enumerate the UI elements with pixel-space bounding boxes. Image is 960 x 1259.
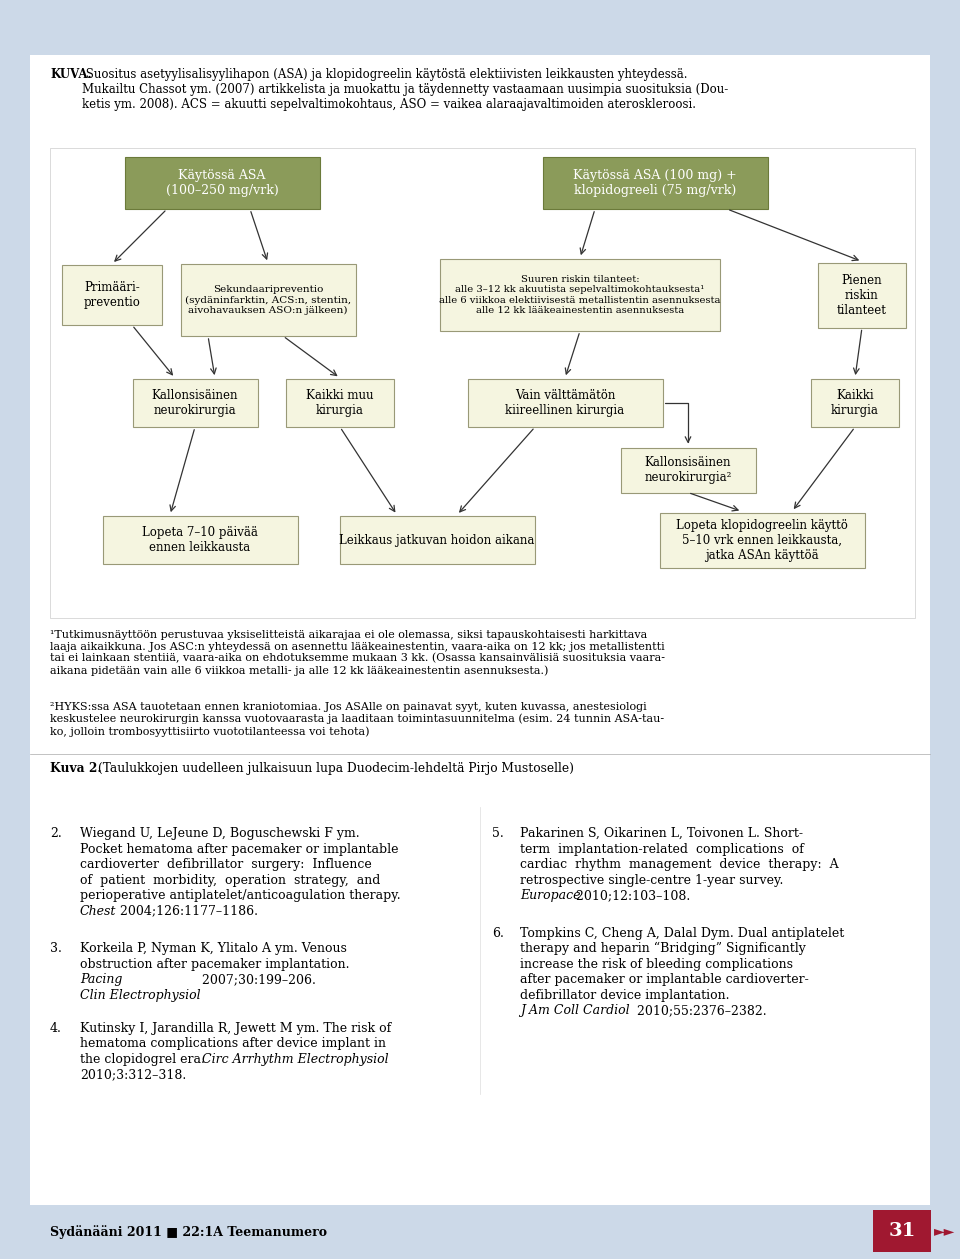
Text: Kallonsisäinen
neurokirurgia: Kallonsisäinen neurokirurgia (152, 389, 238, 417)
Text: hematoma complications after device implant in: hematoma complications after device impl… (80, 1037, 386, 1050)
FancyBboxPatch shape (103, 516, 298, 564)
Text: Suositus asetyylisalisyylihapon (ASA) ja klopidogreelin käytöstä elektiivisten l: Suositus asetyylisalisyylihapon (ASA) ja… (82, 68, 729, 111)
Text: Clin Electrophysiol: Clin Electrophysiol (80, 988, 201, 1001)
FancyBboxPatch shape (542, 157, 767, 209)
Text: cardiac  rhythm  management  device  therapy:  A: cardiac rhythm management device therapy… (520, 857, 839, 871)
Text: obstruction after pacemaker implantation.: obstruction after pacemaker implantation… (80, 958, 349, 971)
Text: 2010;55:2376–2382.: 2010;55:2376–2382. (633, 1003, 767, 1017)
Text: Circ Arrhythm Electrophysiol: Circ Arrhythm Electrophysiol (198, 1053, 389, 1066)
Text: Wiegand U, LeJeune D, Boguschewski F ym.: Wiegand U, LeJeune D, Boguschewski F ym. (80, 827, 360, 840)
FancyBboxPatch shape (62, 264, 162, 325)
Text: KUVA.: KUVA. (50, 68, 91, 81)
Text: retrospective single-centre 1-year survey.: retrospective single-centre 1-year surve… (520, 874, 783, 886)
Text: Sydänääni 2011 ■ 22:1A Teemanumero: Sydänääni 2011 ■ 22:1A Teemanumero (50, 1225, 327, 1239)
Text: Chest: Chest (80, 904, 116, 918)
Text: Käytössä ASA (100 mg) +
klopidogreeli (75 mg/vrk): Käytössä ASA (100 mg) + klopidogreeli (7… (573, 169, 737, 196)
Text: Lopeta 7–10 päivää
ennen leikkausta: Lopeta 7–10 päivää ennen leikkausta (142, 526, 258, 554)
Text: ►►: ►► (934, 1224, 955, 1238)
Text: Lopeta klopidogreelin käyttö
5–10 vrk ennen leikkausta,
jatka ASAn käyttöä: Lopeta klopidogreelin käyttö 5–10 vrk en… (676, 519, 848, 562)
FancyBboxPatch shape (620, 447, 756, 492)
Text: Kaikki
kirurgia: Kaikki kirurgia (831, 389, 879, 417)
Text: Kutinsky I, Jarandilla R, Jewett M ym. The risk of: Kutinsky I, Jarandilla R, Jewett M ym. T… (80, 1022, 392, 1035)
Text: Vain välttämätön
kiireellinen kirurgia: Vain välttämätön kiireellinen kirurgia (505, 389, 625, 417)
Text: defibrillator device implantation.: defibrillator device implantation. (520, 988, 730, 1001)
Text: after pacemaker or implantable cardioverter-: after pacemaker or implantable cardiover… (520, 973, 808, 986)
FancyBboxPatch shape (660, 512, 865, 568)
Text: 5.: 5. (492, 827, 504, 840)
Text: Suuren riskin tilanteet:
alle 3–12 kk akuutista sepelvaltimokohtauksesta¹
alle 6: Suuren riskin tilanteet: alle 3–12 kk ak… (440, 274, 721, 315)
Text: cardioverter  defibrillator  surgery:  Influence: cardioverter defibrillator surgery: Infl… (80, 857, 372, 871)
FancyBboxPatch shape (286, 379, 394, 427)
Text: Käytössä ASA
(100–250 mg/vrk): Käytössä ASA (100–250 mg/vrk) (166, 169, 278, 196)
Text: Pacing: Pacing (80, 973, 122, 986)
Text: Korkeila P, Nyman K, Ylitalo A ym. Venous: Korkeila P, Nyman K, Ylitalo A ym. Venou… (80, 942, 347, 956)
Text: therapy and heparin “Bridging” Significantly: therapy and heparin “Bridging” Significa… (520, 942, 805, 956)
FancyBboxPatch shape (132, 379, 257, 427)
Text: Pienen
riskin
tilanteet: Pienen riskin tilanteet (837, 273, 887, 316)
Text: Sekundaaripreventio
(sydäninfarktin, ACS:n, stentin,
aivohavauksen ASO:n jälkeen: Sekundaaripreventio (sydäninfarktin, ACS… (185, 285, 351, 315)
Text: ²HYKS:ssa ASA tauotetaan ennen kraniotomiaa. Jos ASAlle on painavat syyt, kuten : ²HYKS:ssa ASA tauotetaan ennen kraniotom… (50, 703, 664, 737)
FancyBboxPatch shape (818, 262, 906, 327)
Text: of  patient  morbidity,  operation  strategy,  and: of patient morbidity, operation strategy… (80, 874, 380, 886)
Text: term  implantation-related  complications  of: term implantation-related complications … (520, 842, 804, 856)
Text: Kallonsisäinen
neurokirurgia²: Kallonsisäinen neurokirurgia² (644, 456, 732, 483)
Text: perioperative antiplatelet/anticoagulation therapy.: perioperative antiplatelet/anticoagulati… (80, 889, 400, 901)
Text: Europace: Europace (520, 889, 581, 901)
Text: Primääri-
preventio: Primääri- preventio (84, 281, 140, 308)
Text: the clopidogrel era.: the clopidogrel era. (80, 1053, 204, 1066)
Text: ¹Tutkimusnäyttöön perustuvaa yksiselitteistä aikarajaa ei ole olemassa, siksi ta: ¹Tutkimusnäyttöön perustuvaa yksiselitte… (50, 630, 665, 676)
Text: 3.: 3. (50, 942, 61, 956)
Text: 2010;12:103–108.: 2010;12:103–108. (572, 889, 690, 901)
FancyBboxPatch shape (440, 259, 720, 331)
Bar (0, 1205, 960, 1259)
Text: 2010;3:312–318.: 2010;3:312–318. (80, 1069, 186, 1081)
Text: (Taulukkojen uudelleen julkaisuun lupa Duodecim-lehdeltä Pirjo Mustoselle): (Taulukkojen uudelleen julkaisuun lupa D… (94, 762, 574, 776)
Text: Pocket hematoma after pacemaker or implantable: Pocket hematoma after pacemaker or impla… (80, 842, 398, 856)
FancyBboxPatch shape (811, 379, 899, 427)
Bar (50, 149, 915, 618)
Text: Pakarinen S, Oikarinen L, Toivonen L. Short-: Pakarinen S, Oikarinen L, Toivonen L. Sh… (520, 827, 803, 840)
Text: 6.: 6. (492, 927, 504, 939)
FancyBboxPatch shape (468, 379, 662, 427)
Text: Tompkins C, Cheng A, Dalal Dym. Dual antiplatelet: Tompkins C, Cheng A, Dalal Dym. Dual ant… (520, 927, 844, 939)
Text: increase the risk of bleeding complications: increase the risk of bleeding complicati… (520, 958, 793, 971)
Text: Kuva 2.: Kuva 2. (50, 762, 102, 776)
Text: 2004;126:1177–1186.: 2004;126:1177–1186. (116, 904, 258, 918)
Text: Leikkaus jatkuvan hoidon aikana: Leikkaus jatkuvan hoidon aikana (339, 534, 535, 546)
FancyBboxPatch shape (180, 264, 355, 336)
Text: J Am Coll Cardiol: J Am Coll Cardiol (520, 1003, 630, 1017)
Text: 2.: 2. (50, 827, 61, 840)
Bar (873, 1210, 931, 1251)
FancyBboxPatch shape (340, 516, 535, 564)
Text: 4.: 4. (50, 1022, 61, 1035)
Text: Kaikki muu
kirurgia: Kaikki muu kirurgia (306, 389, 373, 417)
Text: 31: 31 (888, 1222, 916, 1240)
FancyBboxPatch shape (125, 157, 320, 209)
Text: 2007;30:199–206.: 2007;30:199–206. (198, 973, 316, 986)
